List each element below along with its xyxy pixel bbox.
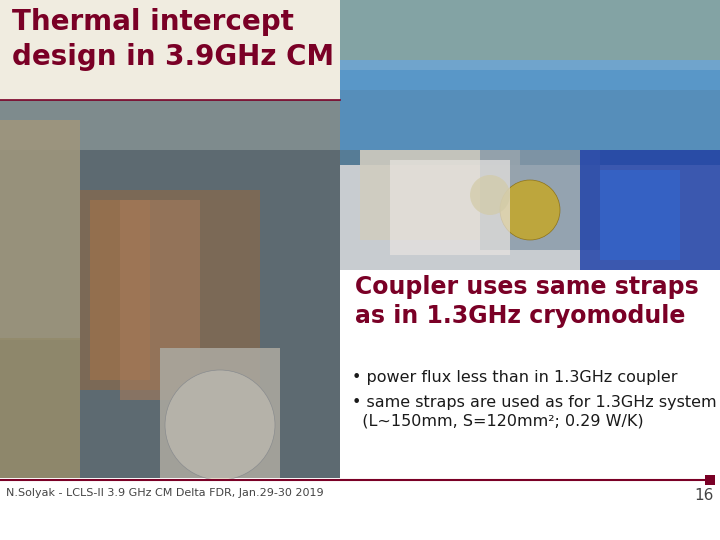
Bar [705,475,715,485]
Bar [340,60,720,90]
Bar [0,100,340,150]
Circle shape [500,180,560,240]
Bar [80,190,260,390]
Text: N.Solyak - LCLS-II 3.9 GHz CM Delta FDR, Jan.29-30 2019: N.Solyak - LCLS-II 3.9 GHz CM Delta FDR,… [6,488,323,498]
Bar [90,200,150,380]
Bar [340,150,720,165]
Bar [480,150,600,250]
Bar [600,170,680,260]
Bar [580,150,720,270]
Bar [0,338,80,478]
Circle shape [165,370,275,480]
Bar [0,120,80,340]
Bar [0,0,340,100]
Text: 16: 16 [695,488,714,503]
Bar [160,348,280,478]
Bar [120,200,200,400]
Text: • same straps are used as for 1.3GHz system
  (L~150mm, S=120mm²; 0.29 W/K): • same straps are used as for 1.3GHz sys… [352,395,716,429]
Bar [390,160,510,255]
Bar [340,70,720,150]
Bar [340,0,720,60]
Text: Coupler uses same straps
as in 1.3GHz cryomodule: Coupler uses same straps as in 1.3GHz cr… [355,275,698,328]
Text: • power flux less than in 1.3GHz coupler: • power flux less than in 1.3GHz coupler [352,370,678,385]
Bar [0,100,340,478]
Text: Thermal intercept
design in 3.9GHz CM: Thermal intercept design in 3.9GHz CM [12,8,334,71]
Bar [360,150,520,240]
Bar [340,270,720,478]
Bar [0,100,340,478]
Circle shape [470,175,510,215]
Bar [340,0,720,270]
